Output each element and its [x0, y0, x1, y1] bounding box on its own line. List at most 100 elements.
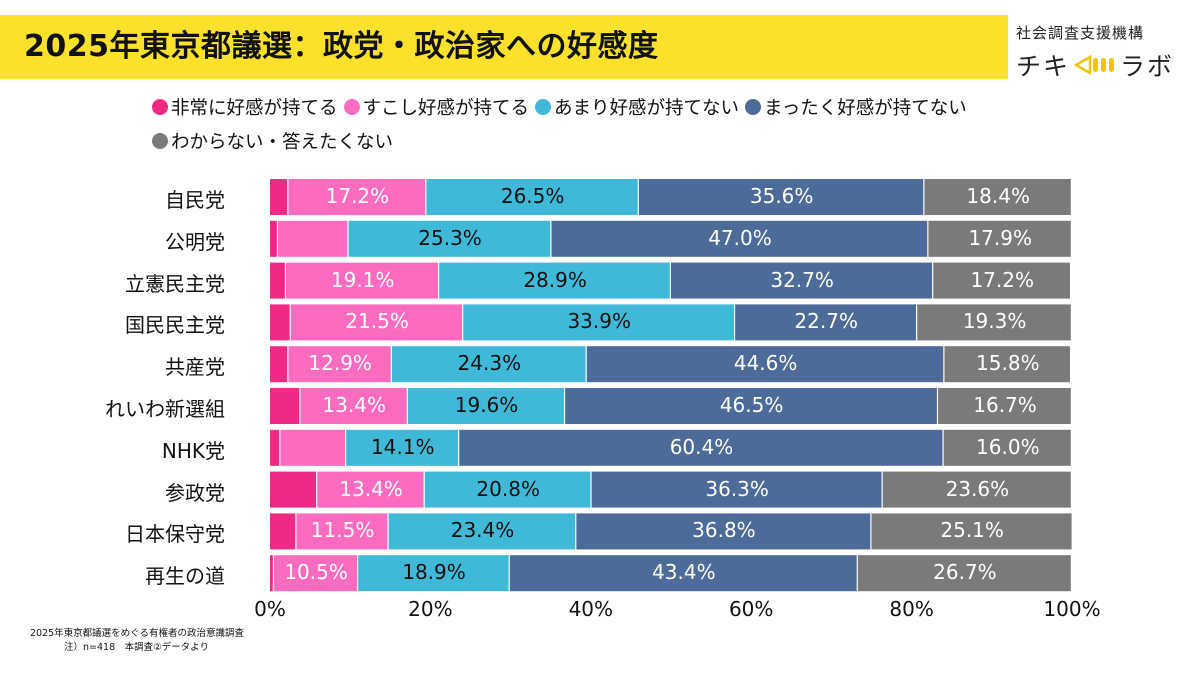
category-label: 自民党 — [165, 188, 225, 212]
category-label: 日本保守党 — [125, 522, 225, 547]
category-label: 共産党 — [165, 355, 225, 380]
bar-segment-somewhat-good — [286, 262, 439, 299]
legend-marker-very-good — [152, 99, 168, 115]
legend-marker-dont-know — [152, 133, 168, 149]
data-label: 20.8% — [476, 476, 540, 501]
data-label: 26.5% — [500, 184, 565, 208]
bar-segment-very-good — [270, 304, 290, 341]
legend-marker-not-at-all — [745, 99, 762, 115]
data-label: 44.6% — [733, 351, 798, 376]
bar-segment-dont-know — [933, 262, 1070, 299]
bar-segment-very-good — [270, 429, 280, 466]
bar-segment-not-at-all — [735, 304, 917, 341]
data-label: 43.4% — [652, 560, 716, 585]
bar-segment-very-good — [270, 220, 277, 257]
x-tick-label: 40% — [568, 597, 614, 621]
data-label: 17.2% — [970, 267, 1034, 292]
legend-marker-somewhat-not — [535, 99, 552, 115]
data-label: 35.6% — [749, 184, 814, 208]
bar-segment-not-at-all — [591, 471, 882, 508]
data-label: 14.1% — [370, 434, 435, 459]
megaphone-icon — [1074, 54, 1115, 76]
bar-segment-somewhat-good — [296, 513, 388, 550]
bar-segment-not-at-all — [565, 388, 937, 424]
category-label: 再生の道 — [145, 564, 225, 589]
legend: 非常に好感が持てる すこし好感が持てる あまり好感が持てない まったく好感が持て… — [152, 90, 1112, 158]
legend-item-somewhat-not: あまり好感が持てない — [535, 94, 739, 120]
data-label: 36.3% — [705, 476, 769, 501]
category-label: 参政党 — [165, 480, 225, 505]
bar-segment-somewhat-not — [391, 346, 586, 383]
legend-label-somewhat-good: すこし好感が持てる — [362, 98, 530, 119]
data-label: 36.8% — [692, 518, 756, 543]
bar-segment-somewhat-not — [424, 471, 591, 508]
bar-segment-very-good — [270, 262, 285, 299]
legend-item-somewhat-good: すこし好感が持てる — [343, 94, 530, 120]
data-label: 19.3% — [962, 309, 1027, 334]
x-tick-label: 80% — [889, 597, 934, 621]
bar-segment-somewhat-not — [346, 429, 459, 466]
legend-label-dont-know: わからない・答えたくない — [171, 132, 394, 153]
bar-segment-dont-know — [928, 220, 1071, 257]
bar-segment-somewhat-not — [439, 262, 670, 299]
data-label: 21.5% — [345, 309, 409, 334]
bar-segment-somewhat-not — [463, 304, 734, 341]
data-label: 22.7% — [794, 309, 858, 334]
data-label: 47.0% — [708, 225, 772, 250]
bar-segment-dont-know — [924, 179, 1071, 215]
bar-segment-very-good — [270, 555, 273, 592]
x-tick-label: 0% — [254, 597, 286, 621]
data-label: 17.2% — [325, 184, 390, 208]
data-label: 25.3% — [418, 225, 482, 250]
legend-label-somewhat-not: あまり好感が持てない — [554, 98, 740, 119]
bar-segment-very-good — [270, 346, 288, 383]
bar-segment-not-at-all — [671, 262, 933, 299]
bar-segment-somewhat-good — [288, 179, 426, 215]
brand-name-left: チキ — [1016, 52, 1071, 81]
legend-label-very-good: 非常に好感が持てる — [171, 98, 338, 119]
legend-marker-somewhat-good — [343, 99, 360, 115]
bar-segment-not-at-all — [509, 555, 857, 592]
brand-logo: 社会調査支援機構 チキ ラボ — [1010, 14, 1190, 81]
bar-segment-very-good — [270, 471, 317, 508]
brand-name-right: ラボ — [1120, 52, 1175, 81]
data-label: 13.4% — [339, 476, 403, 501]
x-tick-label: 60% — [728, 597, 774, 621]
page-title: 2025年東京都議選：政党・政治家への好感度 — [24, 29, 659, 64]
bar-segment-very-good — [270, 513, 296, 550]
bar-segment-dont-know — [882, 471, 1071, 508]
data-label: 12.9% — [308, 351, 372, 376]
data-label: 16.7% — [973, 393, 1037, 417]
data-label: 18.9% — [402, 560, 466, 585]
bar-segment-dont-know — [857, 555, 1071, 592]
category-label: れいわ新選組 — [105, 397, 225, 421]
bar-segment-somewhat-good — [280, 429, 345, 466]
category-label: 国民民主党 — [125, 313, 225, 338]
legend-row-2: わからない・答えたくない — [152, 124, 1112, 158]
legend-label-not-at-all: まったく好感が持てない — [764, 98, 967, 119]
bar-segment-not-at-all — [459, 429, 943, 466]
bar-segment-very-good — [270, 388, 300, 424]
data-label: 46.5% — [719, 393, 784, 417]
title-bar: 2025年東京都議選：政党・政治家への好感度 — [0, 15, 1008, 79]
data-label: 10.5% — [284, 560, 348, 585]
bar-segment-dont-know — [938, 388, 1071, 424]
bar-segment-dont-know — [871, 513, 1072, 550]
data-label: 13.4% — [322, 393, 386, 417]
data-label: 26.7% — [933, 560, 997, 585]
data-label: 15.8% — [976, 351, 1040, 376]
legend-row-1: 非常に好感が持てる すこし好感が持てる あまり好感が持てない まったく好感が持て… — [152, 90, 1112, 124]
bar-segment-somewhat-not — [358, 555, 509, 592]
bar-segment-dont-know — [944, 346, 1070, 383]
bar-segment-somewhat-not — [407, 388, 564, 424]
bar-segment-not-at-all — [576, 513, 871, 550]
category-label: 公明党 — [165, 229, 225, 254]
brand-subtitle: 社会調査支援機構 — [1016, 24, 1145, 42]
data-label: 16.0% — [976, 434, 1040, 459]
bar-segment-not-at-all — [586, 346, 944, 383]
data-label: 33.9% — [567, 309, 631, 334]
legend-item-very-good: 非常に好感が持てる — [152, 94, 338, 120]
data-label: 60.4% — [669, 434, 734, 459]
data-label: 23.6% — [945, 476, 1010, 501]
